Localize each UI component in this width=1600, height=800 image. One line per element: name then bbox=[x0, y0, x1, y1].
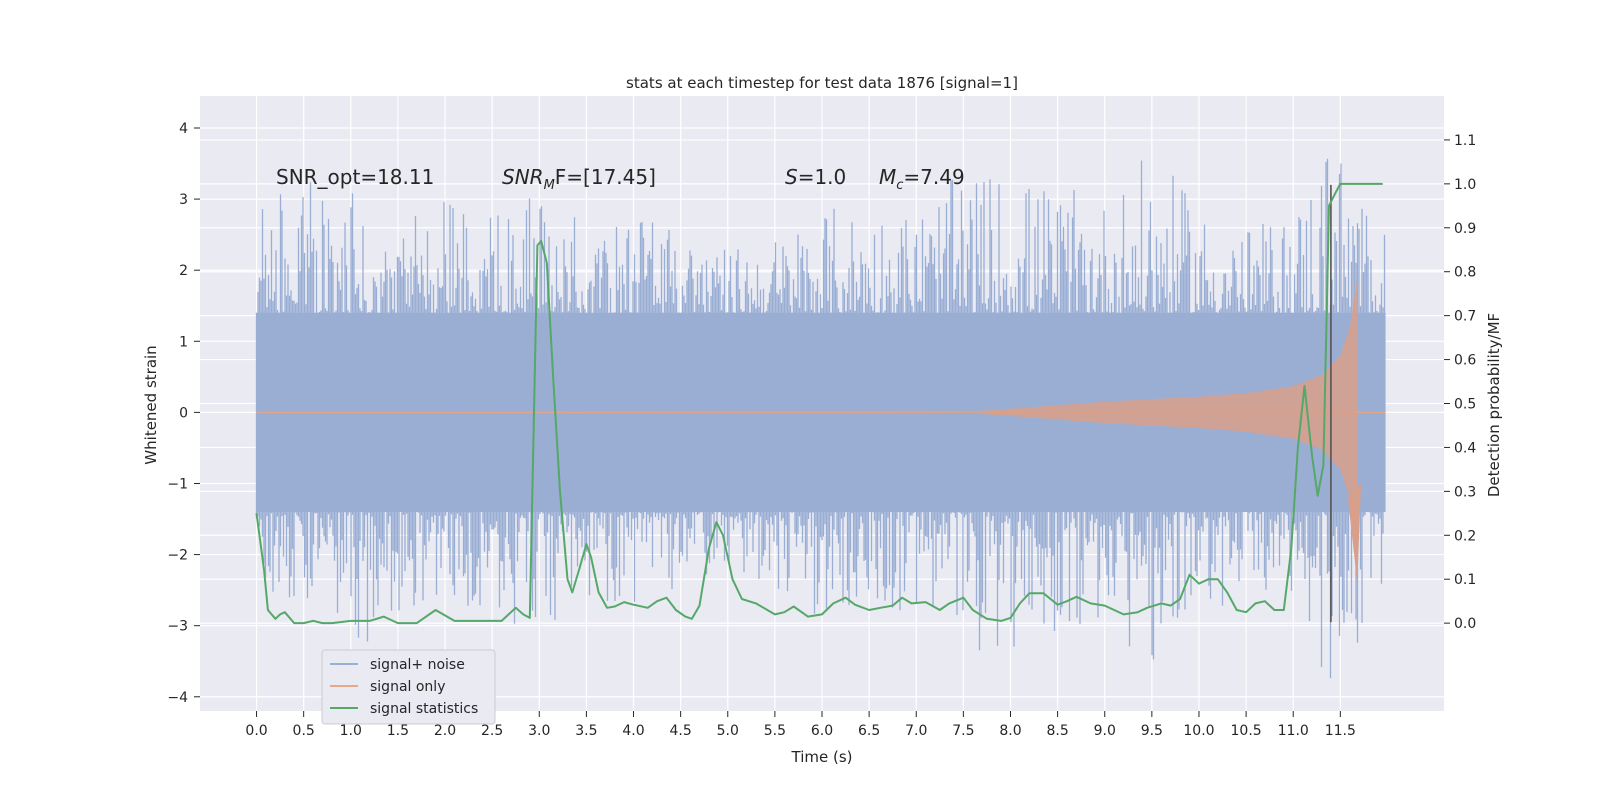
y-tick-label: −1 bbox=[167, 476, 188, 492]
x-tick-label: 9.0 bbox=[1094, 723, 1116, 739]
x-tick-label: 10.0 bbox=[1183, 723, 1214, 739]
y-tick-label: 0 bbox=[179, 405, 188, 421]
signal-chirp-tail bbox=[1347, 483, 1362, 584]
y2-tick-label: 0.3 bbox=[1454, 484, 1476, 500]
x-tick-label: 1.0 bbox=[340, 723, 362, 739]
legend-label-stats: signal statistics bbox=[370, 701, 478, 717]
series-signal-only bbox=[256, 277, 1386, 584]
annotation-snr-opt: SNR_opt=18.11 bbox=[276, 165, 434, 189]
x-tick-label: 2.5 bbox=[481, 723, 503, 739]
signal-chirp-envelope bbox=[256, 277, 1358, 548]
legend-label-noise: signal+ noise bbox=[370, 657, 465, 673]
y2-tick-label: 0.0 bbox=[1454, 616, 1476, 632]
y-tick-label: 2 bbox=[179, 263, 188, 279]
x-tick-label: 7.5 bbox=[952, 723, 974, 739]
y2-tick-label: 0.7 bbox=[1454, 309, 1476, 325]
legend-box bbox=[321, 649, 496, 725]
x-tick-label: 10.5 bbox=[1231, 723, 1262, 739]
y2-tick-label: 0.6 bbox=[1454, 353, 1476, 369]
y-tick-label: 3 bbox=[179, 192, 188, 208]
x-tick-label: 9.5 bbox=[1141, 723, 1163, 739]
x-tick-label: 4.0 bbox=[622, 723, 644, 739]
x-tick-label: 0.0 bbox=[245, 723, 267, 739]
series-signal-statistics bbox=[255, 182, 1383, 625]
x-axis-label: Time (s) bbox=[791, 748, 853, 766]
y2-axis-label: Detection probability/MF bbox=[1485, 313, 1503, 497]
x-tick-label: 11.5 bbox=[1325, 723, 1356, 739]
y-axis-label: Whitened strain bbox=[142, 345, 160, 464]
y2-tick-label: 1.0 bbox=[1454, 177, 1476, 193]
y2-tick-label: 0.9 bbox=[1454, 221, 1476, 237]
y-tick-label: −4 bbox=[167, 690, 188, 706]
y-tick-label: −2 bbox=[167, 548, 188, 564]
y2-tick-label: 0.2 bbox=[1454, 528, 1476, 544]
x-tick-label: 6.5 bbox=[858, 723, 880, 739]
y2-tick-label: 0.5 bbox=[1454, 397, 1476, 413]
y2-tick-label: 0.1 bbox=[1454, 572, 1476, 588]
x-tick-label: 5.0 bbox=[717, 723, 739, 739]
x-tick-label: 3.5 bbox=[575, 723, 597, 739]
y-tick-label: 4 bbox=[179, 121, 188, 137]
chart-title: stats at each timestep for test data 187… bbox=[626, 74, 1018, 92]
legend: signal+ noise signal only signal statist… bbox=[321, 649, 496, 725]
x-tick-label: 2.0 bbox=[434, 723, 456, 739]
y-tick-label: −3 bbox=[167, 619, 188, 635]
x-tick-label: 4.5 bbox=[670, 723, 692, 739]
y2-tick-label: 0.4 bbox=[1454, 440, 1476, 456]
annotation-snr-mf: SNRMF=[17.45] bbox=[502, 165, 656, 193]
signal-statistics-line bbox=[255, 182, 1383, 625]
x-tick-label: 3.0 bbox=[528, 723, 550, 739]
x-tick-label: 0.5 bbox=[293, 723, 315, 739]
x-tick-label: 1.5 bbox=[387, 723, 409, 739]
x-tick-label: 7.0 bbox=[905, 723, 927, 739]
y-tick-label: 1 bbox=[179, 334, 188, 350]
x-tick-label: 8.0 bbox=[999, 723, 1021, 739]
x-tick-label: 11.0 bbox=[1278, 723, 1309, 739]
x-tick-label: 8.5 bbox=[1046, 723, 1068, 739]
annotation-s: S=1.0 bbox=[785, 165, 846, 189]
axis-ticks: 0.0 0.5 1.0 1.5 2.0 2.5 3.0 3.5 4.0 4.5 5.0 5.5 6.0 6… bbox=[167, 121, 1476, 739]
annotation-mc: Mc=7.49 bbox=[879, 165, 965, 193]
y2-tick-label: 1.1 bbox=[1454, 133, 1476, 149]
legend-label-signal: signal only bbox=[370, 679, 445, 695]
x-tick-label: 6.0 bbox=[811, 723, 833, 739]
x-tick-label: 5.5 bbox=[764, 723, 786, 739]
y2-tick-label: 0.8 bbox=[1454, 265, 1476, 281]
